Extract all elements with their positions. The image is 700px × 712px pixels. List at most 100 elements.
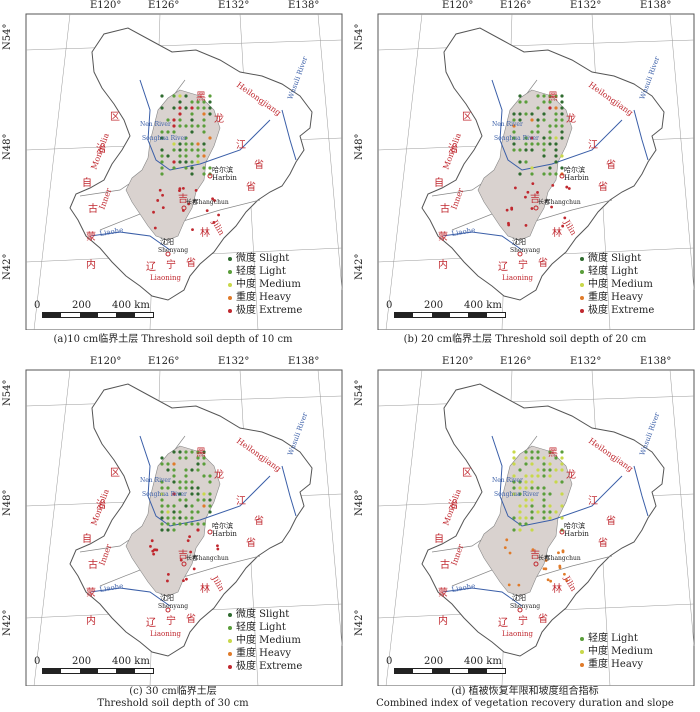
scale-label: 400 km — [464, 300, 502, 311]
erosion-point — [184, 450, 188, 454]
place-label-liaoning: Liaoning — [502, 630, 534, 638]
legend-item: 重度 Heavy — [580, 658, 653, 671]
legend-dot-icon — [228, 651, 232, 656]
erosion-point — [172, 462, 176, 466]
erosion-point — [216, 544, 219, 548]
erosion-point — [512, 456, 516, 460]
place-label-shenyang: Shenyang — [510, 247, 540, 254]
place-label-neimenggu-zhi: 治 — [96, 142, 106, 155]
erosion-point — [512, 118, 516, 122]
legend-label: 微度 Slight — [236, 253, 290, 264]
erosion-point — [184, 486, 188, 490]
erosion-point — [542, 112, 546, 116]
erosion-point — [190, 516, 194, 520]
place-label-long: 龙 — [214, 468, 224, 481]
erosion-point — [518, 94, 522, 98]
erosion-point — [178, 118, 182, 122]
scale-label: 0 — [34, 300, 41, 311]
erosion-point — [172, 522, 176, 526]
erosion-point — [160, 516, 164, 520]
place-label-sheng-ln: 省 — [186, 612, 196, 625]
legend-dot-icon — [228, 256, 232, 261]
erosion-point — [542, 456, 546, 460]
legend-label: 轻度 Light — [236, 266, 286, 277]
erosion-point — [172, 160, 176, 164]
erosion-point — [548, 516, 552, 520]
place-label-neimenggu-nei: 内 — [438, 614, 448, 627]
erosion-point — [196, 154, 200, 158]
erosion-point — [536, 130, 540, 134]
place-label-harbin: Harbin — [564, 530, 589, 538]
place-label-long: 龙 — [566, 468, 576, 481]
place-label-songhua-river: Songhua River — [494, 491, 539, 498]
place-label-hei: 黑 — [196, 91, 206, 103]
erosion-point — [217, 213, 220, 217]
erosion-point — [548, 474, 552, 478]
legend-label: 中度 Medium — [588, 646, 653, 657]
erosion-point — [178, 480, 182, 484]
latitude-label: N54° — [2, 379, 13, 406]
erosion-point — [202, 166, 206, 170]
erosion-point — [565, 579, 569, 582]
scale-label: 200 — [72, 300, 92, 311]
place-label-neimenggu-gu: 古 — [440, 558, 450, 571]
place-label-ning: 宁 — [166, 258, 176, 271]
longitude-label: E126° — [148, 0, 180, 11]
erosion-point — [196, 456, 200, 460]
erosion-point — [172, 94, 176, 98]
erosion-point — [530, 474, 534, 478]
latitude-label: N42° — [2, 609, 13, 636]
erosion-point — [160, 172, 164, 176]
place-label-neimenggu-zi: 自 — [82, 176, 92, 189]
erosion-point — [196, 492, 200, 496]
erosion-point — [554, 160, 558, 164]
place-label-neimenggu-zi: 自 — [434, 176, 444, 189]
place-label-nen-river: Nen River — [140, 477, 171, 484]
city-marker — [517, 607, 523, 613]
scale-bar: 0 200 400 km — [386, 656, 506, 674]
erosion-point — [184, 154, 188, 158]
erosion-point — [544, 559, 548, 562]
scale-label: 200 — [424, 300, 444, 311]
erosion-point — [166, 572, 170, 576]
erosion-point — [160, 136, 164, 140]
latitude-label: N48° — [354, 133, 365, 160]
place-label-neimenggu-zi: 自 — [434, 532, 444, 545]
river-line — [89, 587, 171, 607]
erosion-point — [524, 223, 528, 227]
erosion-point — [517, 583, 521, 587]
erosion-point — [190, 130, 194, 134]
erosion-point — [530, 498, 534, 502]
latitude-label: N42° — [354, 609, 365, 636]
erosion-point — [212, 221, 216, 224]
erosion-point — [196, 106, 200, 110]
erosion-point — [536, 474, 540, 478]
legend-dot-icon — [580, 295, 584, 300]
place-label-sheng-jl: 省 — [598, 180, 608, 193]
erosion-point — [560, 516, 564, 520]
erosion-point — [190, 486, 194, 490]
place-label-ning: 宁 — [518, 258, 528, 271]
legend-label: 微度 Slight — [236, 609, 290, 620]
erosion-point — [560, 468, 564, 472]
black-soil-region — [477, 89, 573, 241]
erosion-point — [190, 124, 194, 128]
legend-item: 极度 Extreme — [228, 304, 302, 317]
erosion-point — [530, 456, 534, 460]
longitude-label: E132° — [570, 0, 602, 11]
place-label-mongolia: Mongolia — [441, 488, 463, 527]
erosion-point — [530, 510, 534, 514]
erosion-point — [172, 528, 176, 532]
erosion-point — [208, 510, 212, 514]
erosion-point — [160, 106, 164, 110]
place-label-lin: 林 — [552, 582, 562, 595]
erosion-point — [190, 492, 194, 496]
erosion-point — [548, 166, 552, 170]
erosion-point — [190, 166, 194, 170]
erosion-point — [172, 124, 176, 128]
legend-item: 轻度 Light — [580, 265, 654, 278]
erosion-point — [196, 100, 200, 104]
erosion-point — [166, 516, 170, 520]
erosion-point — [554, 148, 558, 152]
